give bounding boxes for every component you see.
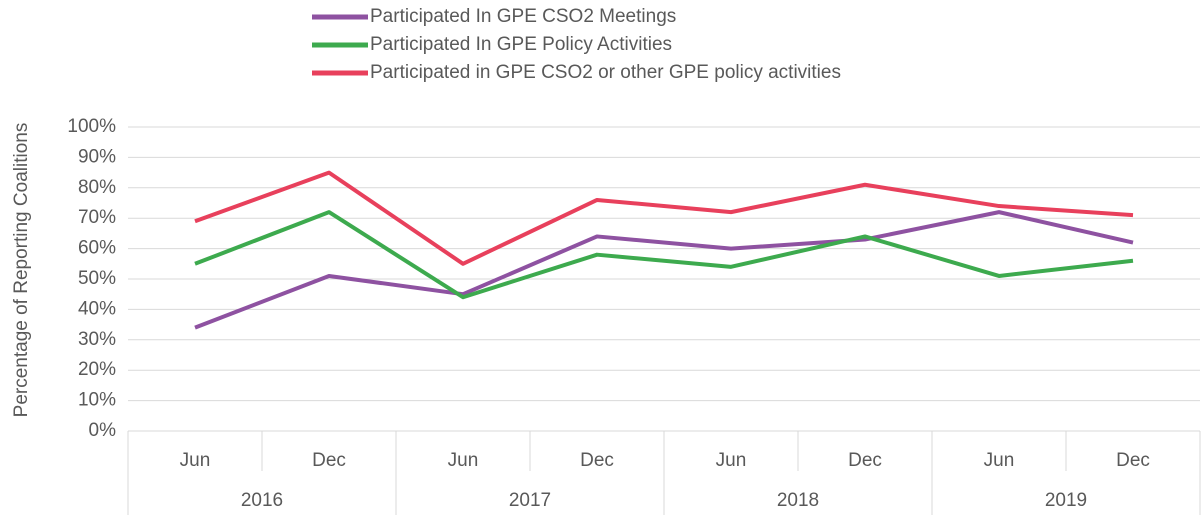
series-line <box>194 210 1134 300</box>
series-line <box>194 170 1134 266</box>
y-tick-label: 70% <box>78 207 116 228</box>
y-tick-label: 90% <box>78 146 116 167</box>
y-tick-label: 40% <box>78 298 116 319</box>
y-tick-label: 80% <box>78 177 116 198</box>
x-group-label: 2017 <box>509 490 551 511</box>
x-tick-label: Dec <box>848 450 882 471</box>
x-group-label: 2019 <box>1045 490 1087 511</box>
x-tick-label: Jun <box>448 450 479 471</box>
x-group-label: 2018 <box>777 490 819 511</box>
x-tick-label: Jun <box>180 450 211 471</box>
x-tick-label: Jun <box>716 450 747 471</box>
x-tick-label: Dec <box>1116 450 1150 471</box>
y-tick-label: 50% <box>78 268 116 289</box>
y-tick-label: 60% <box>78 238 116 259</box>
legend-label: Participated In GPE Policy Activities <box>370 34 672 55</box>
x-tick-label: Dec <box>312 450 346 471</box>
x-tick-label: Jun <box>984 450 1015 471</box>
y-tick-label: 100% <box>67 116 116 137</box>
y-tick-label: 30% <box>78 329 116 350</box>
y-tick-label: 20% <box>78 359 116 380</box>
y-tick-label: 10% <box>78 390 116 411</box>
legend-label: Participated in GPE CSO2 or other GPE po… <box>370 62 841 83</box>
x-group-label: 2016 <box>241 490 283 511</box>
series-line <box>194 210 1134 330</box>
y-axis-label: Percentage of Reporting Coalitions <box>11 123 32 418</box>
y-tick-label: 0% <box>89 420 117 441</box>
legend-label: Participated In GPE CSO2 Meetings <box>370 6 676 27</box>
x-tick-label: Dec <box>580 450 614 471</box>
